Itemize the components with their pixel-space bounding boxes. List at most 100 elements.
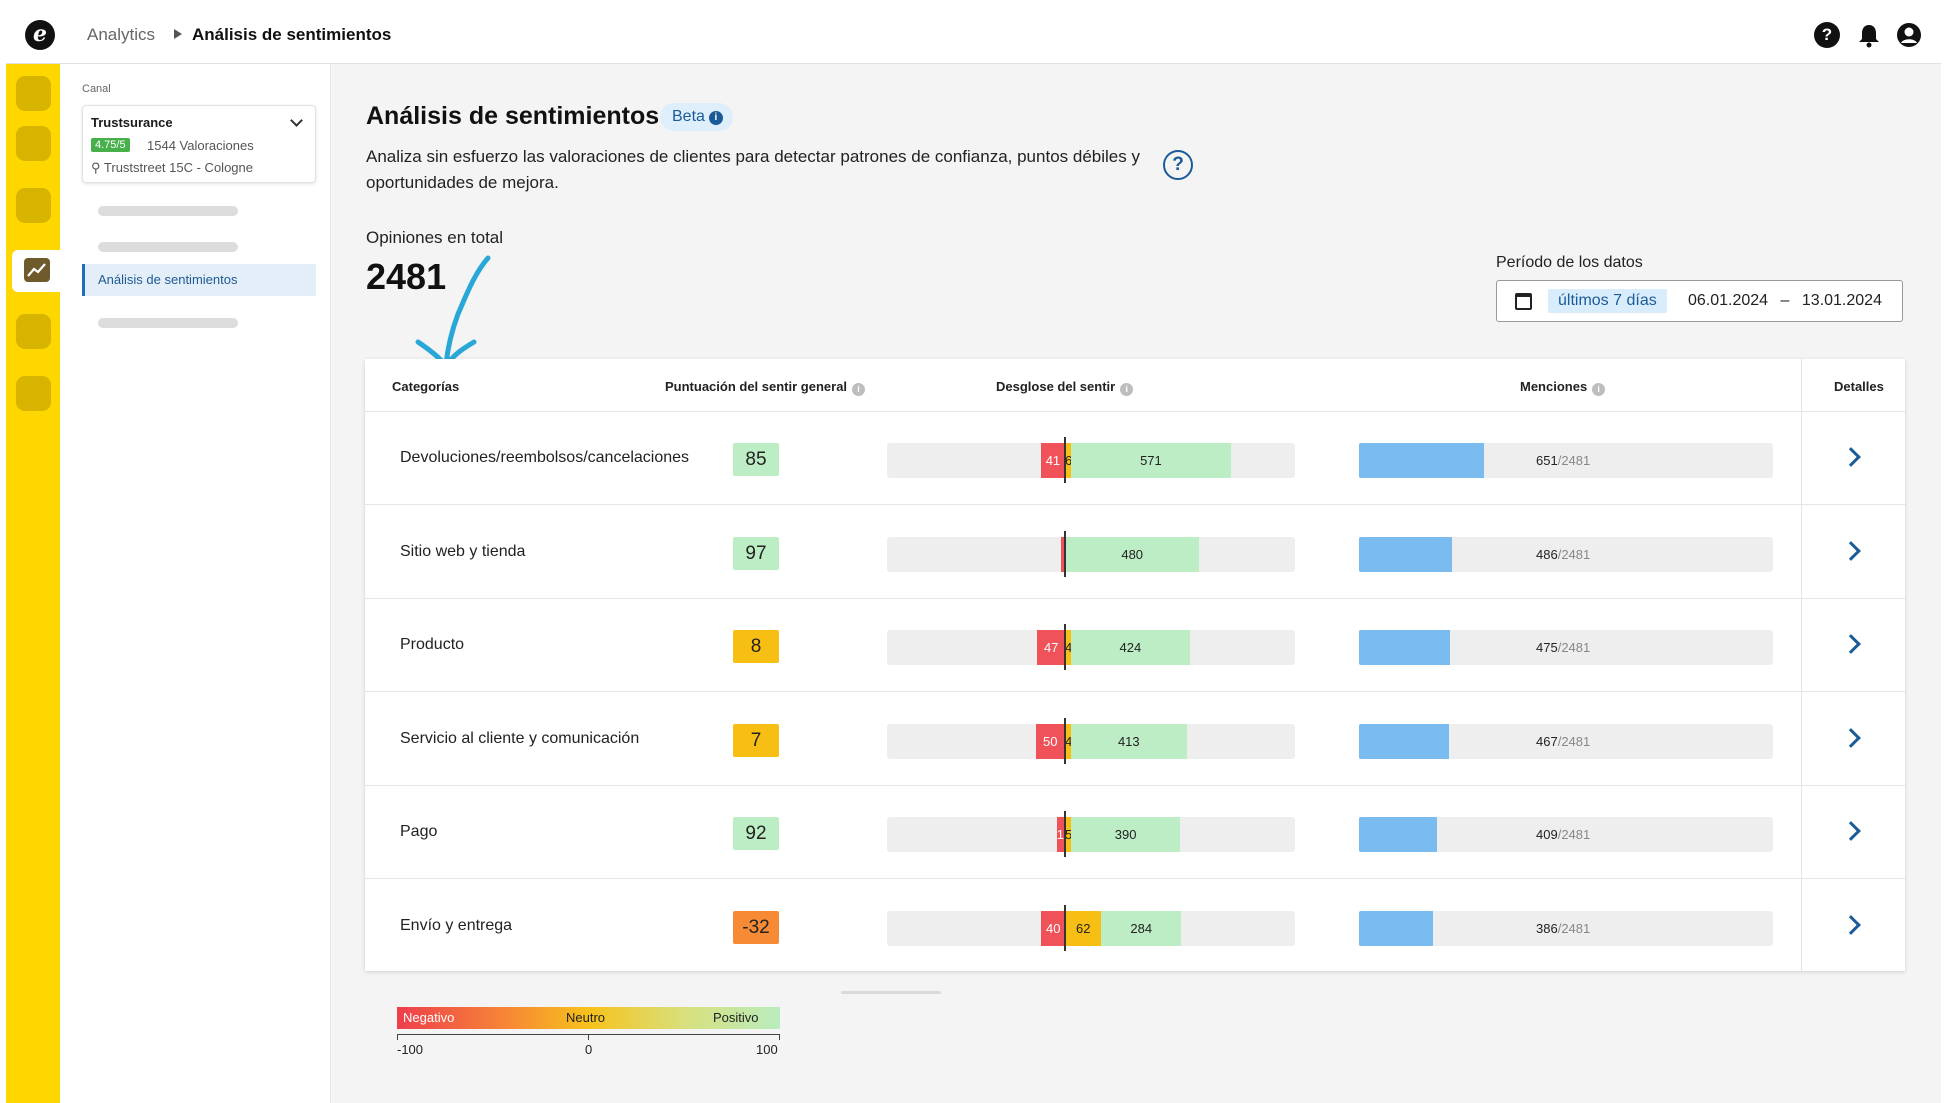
neutral-segment: 4 — [1065, 630, 1072, 665]
channel-score-badge: 4.75/5 — [91, 138, 130, 152]
mentions-total: /2481 — [1557, 827, 1591, 842]
category-name: Producto — [400, 636, 465, 653]
beta-badge[interactable]: Beta i — [660, 103, 733, 131]
canal-label: Canal — [82, 83, 111, 95]
category-name: Pago — [400, 823, 438, 840]
header-score-label: Puntuación del sentir general — [665, 379, 848, 394]
zero-line — [1064, 437, 1066, 483]
breadcrumb-parent[interactable]: Analytics — [87, 25, 156, 44]
legend-tick — [397, 1034, 398, 1040]
chevron-right-icon[interactable] — [1841, 447, 1861, 467]
total-reviews-value: 2481 — [366, 256, 447, 297]
table-row[interactable]: Sitio web y tienda 97 480 486/2481 — [365, 506, 1905, 599]
positive-segment: 571 — [1071, 443, 1231, 478]
positive-segment: 413 — [1071, 723, 1187, 759]
legend-negative: Negativo — [403, 1010, 455, 1025]
table-row[interactable]: Servicio al cliente y comunicación 7 50 4 41… — [365, 693, 1905, 786]
legend-mid: 0 — [585, 1042, 593, 1057]
table-row[interactable]: Envío y entrega -32 40 62 284 386/2481 — [365, 880, 1905, 973]
chevron-right-icon[interactable] — [1841, 540, 1861, 561]
negative-segment: 41 — [1040, 443, 1065, 478]
mentions-text: 651/2481 — [1536, 453, 1590, 468]
app-rail — [6, 64, 63, 1103]
header-breakdown-label: Desglose del sentir — [996, 379, 1116, 394]
info-icon[interactable]: i — [1120, 383, 1134, 396]
neutral-segment: 4 — [1065, 723, 1072, 759]
table-row[interactable]: Pago 92 145390 409/2481 — [365, 786, 1905, 879]
sentiment-table: Categorías Puntuación del sentir general… — [365, 359, 1905, 971]
neutral-segment: 62 — [1065, 910, 1102, 946]
header-breakdown: Desglose del sentir i — [996, 379, 1134, 396]
sentiment-score-badge: 8 — [733, 630, 779, 663]
chevron-right-icon[interactable] — [1841, 914, 1861, 935]
notification-bell-icon[interactable] — [1856, 22, 1882, 48]
category-name: Envío y entrega — [400, 916, 513, 934]
negative-segment: 40 — [1041, 910, 1065, 946]
mentions-bar: 467/2481 — [1359, 723, 1773, 759]
mentions-fill — [1359, 443, 1484, 478]
category-name: Devoluciones/reembolsos/cancelaciones — [400, 449, 690, 466]
negative-segment: 47 — [1037, 630, 1065, 665]
info-icon[interactable]: i — [1592, 383, 1606, 396]
mentions-total: /2481 — [1557, 546, 1591, 562]
scroll-indicator[interactable] — [841, 991, 941, 994]
sentiment-breakdown-bar: 50 4 413 — [887, 717, 1295, 764]
mentions-fill — [1359, 536, 1453, 572]
sentiment-breakdown-bar: 41 6 571 — [887, 437, 1295, 483]
mentions-total: /2481 — [1557, 640, 1591, 655]
table-row[interactable]: Devoluciones/reembolsos/cancelaciones 85 4… — [365, 412, 1905, 505]
positive-segment: 390 — [1071, 817, 1181, 852]
mentions-count: 467 — [1536, 733, 1558, 749]
category-name: Sitio web y tienda — [400, 542, 526, 560]
mentions-bar: 486/2481 — [1359, 536, 1773, 572]
sidebar-item-sentiment-analysis[interactable]: Análisis de sentimientos — [82, 264, 316, 296]
legend-neutral: Neutro — [566, 1010, 606, 1025]
header-categories: Categorías — [392, 379, 459, 394]
sentiment-score-badge: 7 — [733, 723, 779, 757]
breadcrumb-arrow-icon — [174, 29, 182, 39]
mentions-count: 486 — [1536, 546, 1558, 562]
zero-line — [1064, 904, 1066, 951]
mentions-text: 409/2481 — [1536, 827, 1590, 842]
rail-button-5[interactable] — [16, 314, 51, 349]
mentions-text: 467/2481 — [1536, 734, 1590, 749]
channel-name: Trustsurance — [91, 115, 173, 130]
sidebar-item-placeholder-3[interactable] — [98, 318, 238, 328]
category-name: Servicio al cliente y comunicación — [400, 729, 640, 747]
channel-selector[interactable]: Trustsurance 4.75/5 1544 Valoraciones ⚲ … — [82, 105, 316, 183]
mentions-bar: 475/2481 — [1359, 630, 1773, 665]
rail-button-6[interactable] — [16, 376, 51, 411]
chevron-right-icon[interactable] — [1841, 727, 1861, 748]
mentions-bar: 386/2481 — [1359, 910, 1773, 946]
period-start: 06.01.2024 — [1688, 292, 1769, 309]
sidebar-item-placeholder-2[interactable] — [98, 242, 238, 252]
sentiment-score-badge: -32 — [733, 910, 779, 944]
table-row[interactable]: Producto 8 47 4 424 475/2481 — [365, 599, 1905, 692]
help-icon[interactable]: ? — [1814, 22, 1840, 48]
sidebar-item-placeholder-1[interactable] — [98, 206, 238, 216]
info-icon[interactable]: i — [852, 383, 866, 396]
period-separator: – — [1780, 292, 1790, 309]
rail-button-1[interactable] — [16, 76, 51, 111]
mentions-count: 475 — [1536, 640, 1558, 655]
date-range-text: 06.01.2024 – 13.01.2024 — [1688, 292, 1882, 310]
channel-address-text: Truststreet 15C - Cologne — [103, 160, 253, 175]
location-pin-icon: ⚲ — [91, 160, 104, 175]
mentions-total: /2481 — [1557, 733, 1591, 749]
page-description: Analiza sin esfuerzo las valoraciones de… — [366, 147, 1140, 192]
chevron-right-icon[interactable] — [1841, 821, 1861, 841]
sentiment-breakdown-bar: 47 4 424 — [887, 624, 1295, 670]
rail-button-3[interactable] — [16, 188, 51, 223]
period-chip[interactable]: últimos 7 días — [1548, 289, 1667, 313]
chevron-down-icon — [290, 114, 303, 127]
chevron-right-icon[interactable] — [1841, 634, 1861, 654]
mentions-fill — [1359, 910, 1434, 946]
logo-icon[interactable]: e — [25, 20, 55, 50]
date-range-picker[interactable]: últimos 7 días 06.01.2024 – 13.01.2024 — [1496, 280, 1903, 322]
header-details: Detalles — [1834, 379, 1884, 394]
rail-button-2[interactable] — [16, 126, 51, 161]
user-avatar-icon[interactable] — [1896, 22, 1922, 48]
zero-line — [1064, 624, 1066, 670]
help-circle-icon[interactable]: ? — [1163, 150, 1193, 180]
rail-button-analytics[interactable] — [12, 250, 63, 292]
